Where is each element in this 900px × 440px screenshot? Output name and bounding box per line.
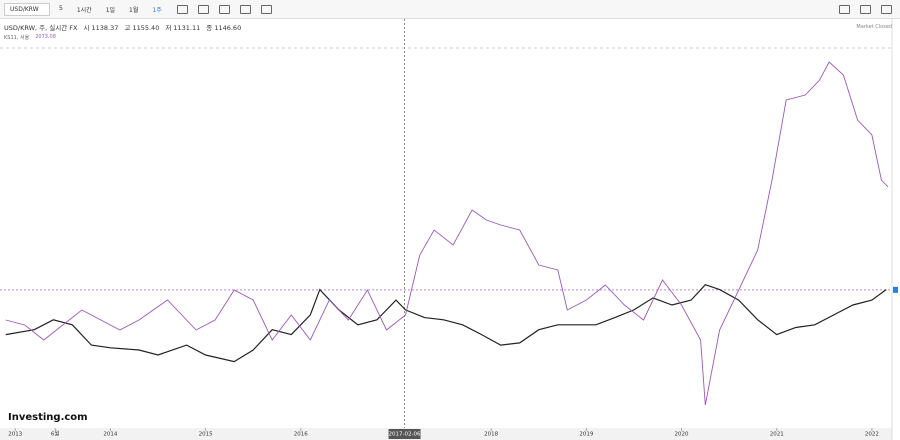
- cloud-icon[interactable]: [881, 4, 892, 14]
- tool-icon[interactable]: [239, 4, 251, 14]
- x-axis-strip: [0, 428, 892, 440]
- series-line: [5, 61, 889, 406]
- legend-main: USD/KRW, 주, 실시간 FX 시 1138.37 고 1155.40 저 11…: [4, 22, 241, 32]
- x-tick-label: 6월: [51, 430, 60, 438]
- last-price-marker: [893, 286, 898, 293]
- ohlc-value: 저 1131.11: [165, 24, 201, 32]
- ohlc-value: 종 1146.60: [206, 24, 242, 32]
- ohlc-value: 고 1155.40: [124, 24, 160, 32]
- tool-icon[interactable]: [218, 4, 230, 14]
- camera-icon[interactable]: [839, 4, 850, 14]
- x-tick-label: 2021: [770, 432, 784, 438]
- crosshair-label: 2017-02-06: [389, 432, 421, 438]
- crosshair-label-bg: [388, 429, 421, 439]
- legend-title: USD/KRW, 주, 실시간 FX: [4, 24, 78, 32]
- interval-button[interactable]: 1시간: [76, 6, 92, 14]
- overlay-name: KS11, 서울: [4, 34, 30, 41]
- interval-button[interactable]: 1월: [129, 6, 139, 14]
- tool-icon[interactable]: [176, 4, 188, 14]
- toolbar: USD/KRW 5 1시간 1일 1월 1주: [0, 0, 900, 19]
- legend-overlay: KS11, 서울 2073.08: [4, 32, 241, 42]
- tool-icon[interactable]: [260, 4, 272, 14]
- series-line: [5, 284, 887, 363]
- x-tick-label: 2013: [8, 432, 22, 438]
- x-tick-label: 2019: [579, 432, 593, 438]
- x-tick-label: 2020: [675, 432, 689, 438]
- legend: USD/KRW, 주, 실시간 FX 시 1138.37 고 1155.40 저 11…: [4, 22, 241, 42]
- theme-icon[interactable]: [860, 4, 871, 14]
- logo: Investing.com: [8, 412, 88, 423]
- interval-buttons: 5 1시간 1일 1월 1주: [50, 3, 167, 16]
- overlay-value: 2073.08: [35, 34, 56, 40]
- x-tick-label: 2022: [865, 432, 879, 438]
- tool-icon[interactable]: [197, 4, 209, 14]
- market-status: Market Closed: [856, 24, 892, 30]
- x-tick-label: 2014: [103, 432, 117, 438]
- ohlc-value: 시 1138.37: [83, 24, 119, 32]
- x-tick-label: 2018: [484, 432, 498, 438]
- interval-button[interactable]: 5: [59, 4, 63, 12]
- x-tick-label: 2016: [294, 432, 308, 438]
- symbol-input[interactable]: USD/KRW: [4, 2, 50, 16]
- x-tick-label: 2015: [199, 432, 213, 438]
- interval-button[interactable]: 1주: [152, 6, 162, 14]
- interval-button[interactable]: 1일: [105, 6, 116, 14]
